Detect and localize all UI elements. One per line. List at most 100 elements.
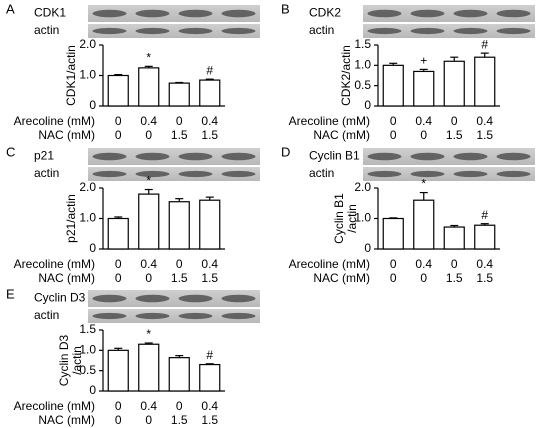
blot-label: Cyclin B1 <box>309 149 360 163</box>
bar <box>107 349 129 392</box>
y-tick-label: 0 <box>89 383 96 397</box>
row-value: 1.5 <box>446 271 463 285</box>
bar <box>413 199 435 250</box>
blot <box>363 167 535 181</box>
blot-band <box>92 170 127 178</box>
annotation: * <box>146 174 151 188</box>
bar <box>168 357 190 392</box>
bar <box>138 67 160 107</box>
blot-band <box>453 152 488 161</box>
bar <box>199 363 221 392</box>
row-value: 0 <box>176 399 183 413</box>
blot-band <box>178 152 213 161</box>
blot-band <box>367 170 402 178</box>
blot-band <box>178 294 213 303</box>
row-value: 0.4 <box>140 257 157 271</box>
blot-band <box>410 9 445 18</box>
y-tick-label: 1.0 <box>354 211 371 225</box>
row-label: Arecoline (mM) <box>14 114 95 128</box>
y-tick-label: 1.5 <box>79 322 96 336</box>
bar <box>382 64 404 107</box>
row-value: 0 <box>390 128 397 142</box>
annotation: # <box>206 63 213 77</box>
blot-band <box>496 27 531 35</box>
bar <box>138 343 160 392</box>
bar <box>413 70 435 107</box>
row-label: Arecoline (mM) <box>289 257 370 271</box>
y-tick-label: 0.5 <box>79 363 96 377</box>
row-value: 0 <box>145 128 152 142</box>
bar <box>168 82 190 107</box>
bar <box>199 199 221 250</box>
bar <box>107 74 129 107</box>
y-axis-label: Cyclin B1 <box>332 193 346 244</box>
annotation: * <box>146 327 151 341</box>
row-value: 0 <box>420 128 427 142</box>
blot-band <box>496 170 531 178</box>
row-label: NAC (mM) <box>313 128 370 142</box>
blot-band <box>92 294 127 303</box>
row-value: 0 <box>451 114 458 128</box>
panel-letter: C <box>6 144 15 159</box>
blot-band <box>221 170 256 178</box>
row-label: Arecoline (mM) <box>14 399 95 413</box>
blot-label: p21 <box>34 149 54 163</box>
row-value: 0 <box>115 128 122 142</box>
panel-letter: D <box>281 144 290 159</box>
row-label: NAC (mM) <box>38 413 95 427</box>
row-value: 0 <box>145 413 152 427</box>
annotation: # <box>481 37 488 51</box>
y-axis-label: /actin <box>345 204 359 233</box>
blot-band <box>367 152 402 161</box>
row-value: 0 <box>451 257 458 271</box>
bar <box>443 60 465 107</box>
y-axis-label: /actin <box>70 346 84 375</box>
bar <box>474 224 496 250</box>
blot-band <box>221 294 256 303</box>
blot-band <box>453 27 488 35</box>
bar <box>168 201 190 250</box>
blot-band <box>410 27 445 35</box>
row-value: 0 <box>115 413 122 427</box>
annotation: * <box>146 51 151 65</box>
blot-band <box>135 170 170 178</box>
y-tick-label: 1.0 <box>79 343 96 357</box>
blot <box>88 309 260 323</box>
row-value: 0.4 <box>201 399 218 413</box>
panel: E Cyclin D3 actin 0 0.5 1.0 1.5 Cyclin D3/actin… <box>6 286 260 427</box>
blot-label: Cyclin D3 <box>34 291 86 305</box>
blot-band <box>221 27 256 35</box>
blot-band <box>92 27 127 35</box>
row-value: 1.5 <box>201 271 218 285</box>
row-value: 0 <box>145 271 152 285</box>
blot-label: actin <box>309 23 334 37</box>
blot-band <box>367 9 402 18</box>
blot-label: actin <box>34 308 59 322</box>
blot-band <box>221 152 256 161</box>
row-value: 1.5 <box>201 413 218 427</box>
blot <box>88 5 260 22</box>
y-axis-label: p21/actin <box>64 194 78 243</box>
row-value: 0 <box>420 271 427 285</box>
y-tick-label: 2.0 <box>354 180 371 194</box>
blot <box>88 167 260 181</box>
row-value: 0.4 <box>415 114 432 128</box>
row-value: 0 <box>115 257 122 271</box>
annotation: # <box>481 208 488 222</box>
row-value: 0 <box>390 271 397 285</box>
blot-band <box>367 27 402 35</box>
blot-band <box>135 312 170 320</box>
y-tick-label: 2.0 <box>79 37 96 51</box>
row-value: 1.5 <box>171 128 188 142</box>
row-label: NAC (mM) <box>38 271 95 285</box>
bar <box>107 217 129 250</box>
panel-letter: E <box>6 286 15 301</box>
y-tick-label: 2.0 <box>79 180 96 194</box>
row-value: 0.4 <box>201 114 218 128</box>
blot-band <box>92 312 127 320</box>
row-label: NAC (mM) <box>38 128 95 142</box>
row-value: 1.5 <box>171 271 188 285</box>
